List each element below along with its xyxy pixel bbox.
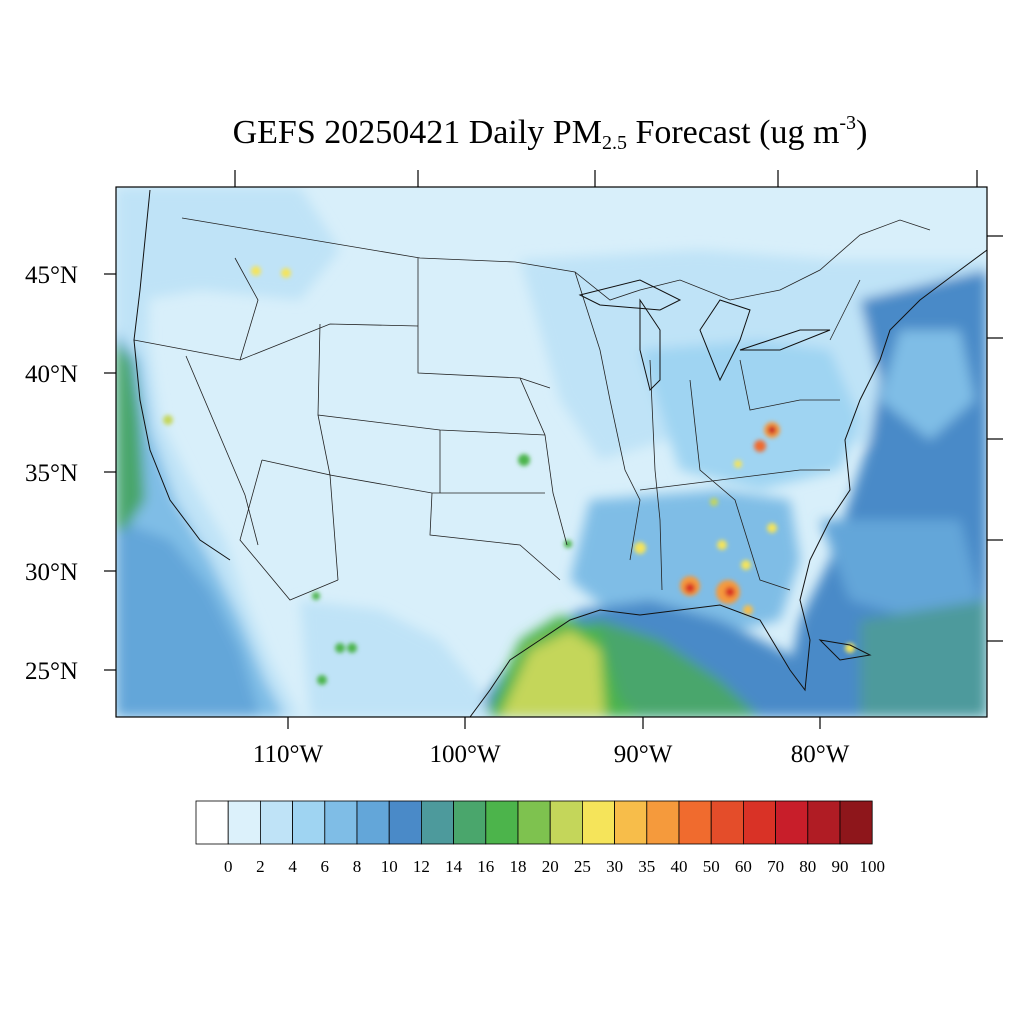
hotspots <box>163 266 855 685</box>
colorbar-swatch <box>485 800 519 845</box>
map-title: GEFS 20250421 Daily PM2.5 Forecast (ug m… <box>232 112 868 154</box>
lat-label: 40°N <box>25 361 78 388</box>
state-boundaries <box>133 217 931 601</box>
colorbar-swatch <box>517 800 551 845</box>
colorbar-label: 35 <box>638 857 655 876</box>
colorbar-swatch <box>678 800 712 845</box>
colorbar-label: 18 <box>510 857 527 876</box>
latitude-labels: 25°N 30°N 35°N 40°N 45°N <box>25 262 78 685</box>
colorbar-swatch <box>420 800 454 845</box>
colorbar-swatch <box>710 800 744 845</box>
colorbar-label: 14 <box>445 857 463 876</box>
colorbar-label: 25 <box>574 857 591 876</box>
lat-label: 45°N <box>25 262 78 289</box>
colorbar-label: 8 <box>353 857 362 876</box>
colorbar-label: 70 <box>767 857 784 876</box>
colorbar-label: 100 <box>859 857 885 876</box>
colorbar: 0 2 4 6 8 10 12 14 16 18 20 25 30 35 40 50 60 70 80 90 100 <box>195 800 885 876</box>
longitude-labels: 110°W 100°W 90°W 80°W <box>253 741 850 768</box>
lon-label: 110°W <box>253 741 324 768</box>
lon-label: 100°W <box>429 741 500 768</box>
colorbar-label: 10 <box>381 857 398 876</box>
colorbar-swatch <box>227 800 261 845</box>
colorbar-swatch <box>807 800 841 845</box>
colorbar-swatch <box>388 800 422 845</box>
colorbar-swatch <box>549 800 583 845</box>
lat-label: 30°N <box>25 559 78 586</box>
colorbar-label: 6 <box>321 857 330 876</box>
colorbar-label: 16 <box>477 857 494 876</box>
lon-label: 90°W <box>614 741 673 768</box>
colorbar-label: 50 <box>703 857 720 876</box>
colorbar-swatch <box>324 800 358 845</box>
pm25-field <box>116 187 987 717</box>
colorbar-swatch <box>259 800 293 845</box>
coastlines <box>133 189 987 717</box>
map-frame <box>115 186 988 718</box>
colorbar-swatch <box>292 800 326 845</box>
colorbar-label: 2 <box>256 857 265 876</box>
colorbar-swatch <box>775 800 809 845</box>
colorbar-label: 60 <box>735 857 752 876</box>
colorbar-label: 0 <box>224 857 233 876</box>
colorbar-label: 4 <box>288 857 297 876</box>
colorbar-swatch <box>614 800 648 845</box>
colorbar-label: 12 <box>413 857 430 876</box>
colorbar-swatch <box>356 800 390 845</box>
colorbar-swatch <box>582 800 616 845</box>
colorbar-swatch <box>453 800 487 845</box>
lat-label: 35°N <box>25 460 78 487</box>
colorbar-label: 90 <box>832 857 849 876</box>
lon-label: 80°W <box>791 741 850 768</box>
colorbar-swatch <box>743 800 777 845</box>
lat-label: 25°N <box>25 658 78 685</box>
colorbar-label: 80 <box>799 857 816 876</box>
axis-ticks <box>104 170 1003 729</box>
colorbar-label: 30 <box>606 857 623 876</box>
colorbar-label: 40 <box>671 857 688 876</box>
colorbar-swatch <box>646 800 680 845</box>
colorbar-swatch <box>195 800 229 845</box>
colorbar-label: 20 <box>542 857 559 876</box>
colorbar-swatch <box>839 800 873 845</box>
